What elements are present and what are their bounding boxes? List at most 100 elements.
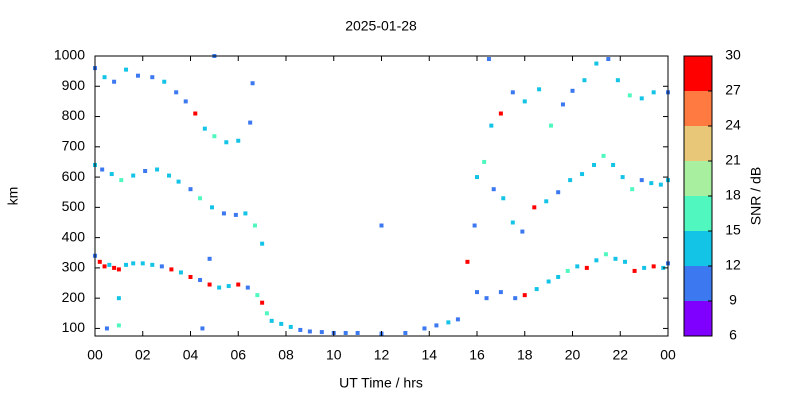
echo-point xyxy=(236,282,241,287)
echo-point xyxy=(630,187,635,192)
echo-point xyxy=(150,262,155,267)
echo-point xyxy=(537,87,542,92)
echo-point xyxy=(104,326,109,331)
echo-point xyxy=(131,261,136,266)
echo-point xyxy=(140,261,145,266)
echo-point xyxy=(639,178,644,183)
colorbar-segment xyxy=(684,56,712,91)
echo-point xyxy=(193,111,198,116)
colorbar-tick-label: 24 xyxy=(725,117,741,133)
x-tick-label: 18 xyxy=(517,347,533,363)
echo-point xyxy=(649,181,654,186)
echo-point xyxy=(403,330,408,335)
echo-point xyxy=(510,220,515,225)
echo-point xyxy=(522,293,527,298)
echo-point xyxy=(207,256,212,261)
echo-point xyxy=(484,296,489,301)
echo-point xyxy=(288,324,293,329)
echo-point xyxy=(489,123,494,128)
echo-point xyxy=(255,293,260,298)
echo-point xyxy=(568,178,573,183)
echo-point xyxy=(501,196,506,201)
colorbar-tick-label: 15 xyxy=(725,222,741,238)
echo-point xyxy=(176,179,181,184)
x-tick-label: 14 xyxy=(421,347,437,363)
colorbar-segment xyxy=(684,91,712,126)
echo-point xyxy=(549,123,554,128)
echo-point xyxy=(580,172,585,177)
echo-point xyxy=(159,264,164,269)
y-tick-label: 300 xyxy=(62,259,86,275)
echo-point xyxy=(532,205,537,210)
echo-point xyxy=(491,187,496,192)
x-tick-label: 02 xyxy=(135,347,151,363)
colorbar-tick-label: 9 xyxy=(729,292,737,308)
x-tick-label: 22 xyxy=(612,347,628,363)
x-tick-label: 12 xyxy=(374,347,390,363)
colorbar-segment xyxy=(684,301,712,336)
y-tick-label: 100 xyxy=(62,319,86,335)
echo-point xyxy=(198,278,203,282)
echo-point xyxy=(233,212,238,217)
echo-point xyxy=(116,296,121,301)
echo-point xyxy=(198,196,203,201)
echo-point xyxy=(627,93,632,98)
echo-point xyxy=(642,265,647,270)
echo-point xyxy=(209,205,214,210)
echo-point xyxy=(260,300,265,305)
y-axis-label: km xyxy=(5,187,21,206)
echo-point xyxy=(217,285,222,290)
echo-point xyxy=(221,211,226,216)
echo-point xyxy=(651,90,656,95)
echo-point xyxy=(100,167,105,172)
echo-point xyxy=(143,169,148,174)
echo-point xyxy=(124,67,129,72)
echo-point xyxy=(243,211,248,216)
echo-point xyxy=(252,223,257,228)
colorbar-tick-label: 30 xyxy=(725,47,741,63)
echo-point xyxy=(615,78,620,83)
echo-point xyxy=(582,78,587,83)
echo-point xyxy=(264,311,269,316)
echo-point xyxy=(475,175,479,180)
x-tick-label: 20 xyxy=(565,347,581,363)
colorbar-segment xyxy=(684,231,712,266)
echo-point xyxy=(422,326,427,331)
echo-point xyxy=(212,134,217,139)
echo-point xyxy=(107,262,112,267)
colorbar-tick-label: 18 xyxy=(725,187,741,203)
echo-point xyxy=(620,175,625,180)
echo-point xyxy=(560,102,565,107)
echo-point xyxy=(248,120,253,125)
y-tick-label: 1000 xyxy=(54,47,85,63)
y-tick-label: 200 xyxy=(62,289,86,305)
echo-point xyxy=(498,290,503,295)
echo-point xyxy=(510,90,515,95)
echo-point xyxy=(544,199,549,204)
echo-point xyxy=(109,172,114,177)
colorbar-tick-label: 21 xyxy=(725,152,741,168)
echo-point xyxy=(119,178,124,183)
echo-point xyxy=(475,290,479,295)
x-tick-label: 06 xyxy=(230,347,246,363)
echo-point xyxy=(606,57,611,62)
echo-point xyxy=(584,265,589,270)
echo-point xyxy=(639,96,644,101)
y-tick-label: 600 xyxy=(62,168,86,184)
chart-title: 2025-01-28 xyxy=(345,18,417,34)
y-tick-label: 900 xyxy=(62,77,86,93)
echo-point xyxy=(112,79,117,84)
echo-point xyxy=(116,323,121,328)
echo-point xyxy=(611,162,616,167)
x-axis-label: UT Time / hrs xyxy=(339,375,423,391)
colorbar-segment xyxy=(684,266,712,301)
echo-point xyxy=(188,274,193,279)
echo-point xyxy=(522,99,527,104)
echo-point xyxy=(603,252,608,257)
echo-point xyxy=(102,75,107,80)
echo-point xyxy=(594,61,599,66)
echo-point xyxy=(591,162,596,167)
echo-point xyxy=(343,330,348,335)
echo-point xyxy=(245,285,250,290)
